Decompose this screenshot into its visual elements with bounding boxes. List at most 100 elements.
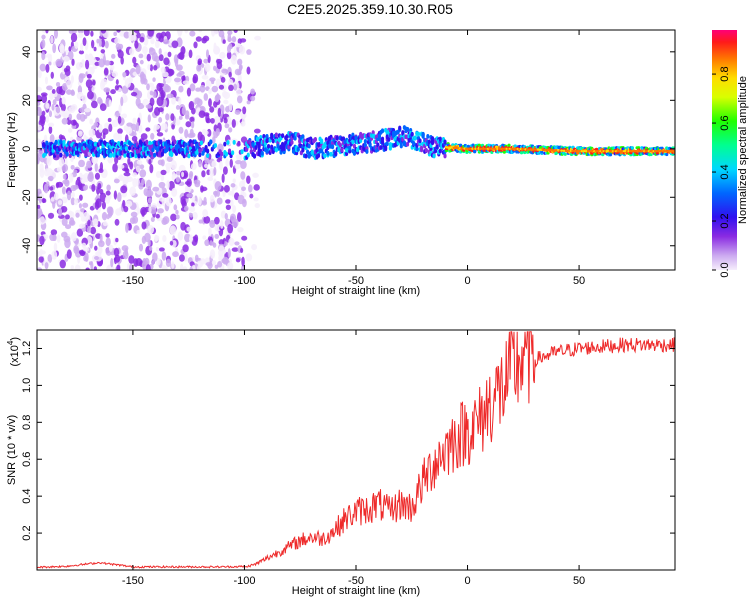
spectrogram-cell — [77, 85, 83, 95]
spectrogram-cell — [323, 153, 327, 159]
snr-scale-factor: (x104) — [6, 337, 21, 367]
spectrogram-cell — [203, 130, 209, 136]
spectrogram-cell — [52, 43, 57, 54]
spectrogram-cell — [158, 48, 162, 55]
spectrogram-cell — [192, 73, 199, 84]
spectrogram-cell — [189, 212, 194, 218]
spectrogram-cell — [203, 215, 211, 224]
spectrogram-cell — [191, 202, 195, 207]
spectrogram-cell — [70, 136, 74, 141]
spectrogram-cell — [399, 143, 403, 149]
spectrogram-cell — [235, 43, 242, 48]
spectrogram-cell — [37, 267, 43, 270]
spectrogram-cell — [188, 173, 193, 180]
spectrogram-cell — [205, 49, 210, 59]
spectrogram-cell — [241, 256, 245, 267]
spectrogram-cell — [66, 190, 72, 201]
spectrogram-axis-ticks: -150 -100 -50 0 50 40 20 0 -20 -40 — [21, 30, 675, 287]
spectrogram-cell — [234, 241, 240, 246]
spectrogram-cell — [213, 166, 217, 176]
spectrogram-cell — [120, 185, 128, 194]
spectrogram-cell — [99, 188, 104, 195]
y-tick-label: 0.6 — [21, 452, 33, 467]
spectrogram-cell — [51, 88, 56, 94]
spectrogram-cell — [170, 113, 175, 121]
spectrogram-cell — [455, 149, 460, 153]
spectrogram-cell — [158, 181, 166, 189]
spectrogram-cell — [151, 147, 155, 153]
spectrogram-cell — [51, 103, 55, 111]
spectrogram-cell — [127, 157, 131, 165]
spectrogram-cell — [37, 124, 43, 131]
spectrogram-cell — [91, 86, 95, 93]
snr-background — [37, 330, 675, 570]
spectrogram-cell — [184, 114, 190, 120]
spectrogram-cell — [123, 31, 130, 39]
spectrogram-cell — [222, 249, 227, 254]
spectrogram-cell — [301, 147, 305, 153]
spectrogram-cell — [64, 179, 70, 187]
spectrogram-cell — [145, 179, 152, 190]
spectrogram-cell — [79, 73, 86, 79]
spectrogram-cell — [220, 151, 224, 157]
spectrogram-cell — [149, 90, 154, 96]
spectrogram-cell — [225, 199, 231, 204]
spectrogram-cell — [354, 135, 358, 141]
spectrogram-cell — [224, 213, 228, 220]
spectrogram-cell — [197, 65, 201, 70]
spectrogram-cell — [155, 170, 162, 178]
spectrogram-cell — [70, 197, 76, 206]
spectrogram-cell — [139, 169, 147, 178]
spectrogram-cell — [103, 67, 109, 76]
spectrogram-cell — [160, 169, 167, 176]
spectrogram-cell — [185, 121, 192, 128]
spectrogram-cell — [86, 226, 92, 234]
colorbar-ticks: 0.0 0.2 0.4 0.6 0.8 — [712, 66, 731, 278]
spectrogram-cell — [114, 218, 120, 226]
spectrogram-cell — [177, 52, 184, 60]
spectrogram-cell — [240, 247, 244, 253]
y-tick-label: -20 — [21, 189, 33, 205]
spectrogram-cell — [175, 214, 180, 220]
spectrogram-cell — [204, 239, 210, 247]
spectrogram-cell — [104, 196, 111, 204]
spectrogram-cell — [110, 258, 114, 268]
spectrogram-cell — [113, 190, 118, 200]
spectrogram-cell — [108, 99, 112, 107]
spectrogram-cell — [99, 233, 103, 244]
spectrogram-cell — [176, 64, 183, 71]
y-tick-label: -40 — [21, 238, 33, 254]
spectrogram-cell — [149, 97, 155, 107]
spectrogram-cell — [145, 104, 153, 109]
spectrogram-cell — [193, 41, 198, 49]
spectrogram-cell — [218, 84, 225, 90]
spectrogram-cell — [77, 30, 84, 34]
spectrogram-cell — [37, 157, 40, 165]
spectrogram-cell — [226, 51, 232, 60]
spectrogram-cell — [124, 78, 131, 88]
spectrogram-cell — [180, 263, 184, 270]
spectrogram-cell — [233, 30, 238, 34]
spectrogram-cell — [167, 139, 171, 145]
spectrogram-cell — [66, 79, 73, 89]
spectrogram-xlabel: Height of straight line (km) — [292, 285, 420, 297]
spectrogram-cell — [248, 139, 252, 145]
spectrogram-cell — [224, 151, 228, 157]
spectrogram-cell — [242, 106, 247, 115]
spectrogram-cell — [105, 237, 111, 247]
spectrogram-cell — [181, 106, 187, 115]
spectrogram-cell — [56, 86, 63, 95]
spectrogram-cell — [228, 127, 233, 133]
spectrogram-cell — [89, 118, 94, 125]
spectrogram-cell — [125, 200, 133, 208]
spectrogram-cell — [187, 153, 191, 159]
spectrogram-cell — [103, 60, 111, 66]
spectrogram-cell — [50, 229, 58, 236]
spectrogram-cell — [348, 145, 352, 151]
spectrogram-cell — [178, 126, 184, 134]
spectrogram-cell — [130, 211, 138, 218]
spectrogram-cell — [93, 266, 98, 270]
colorbar-tick-label: 0.0 — [719, 262, 731, 277]
spectrogram-cell — [121, 113, 128, 119]
spectrogram-cell — [100, 30, 107, 34]
